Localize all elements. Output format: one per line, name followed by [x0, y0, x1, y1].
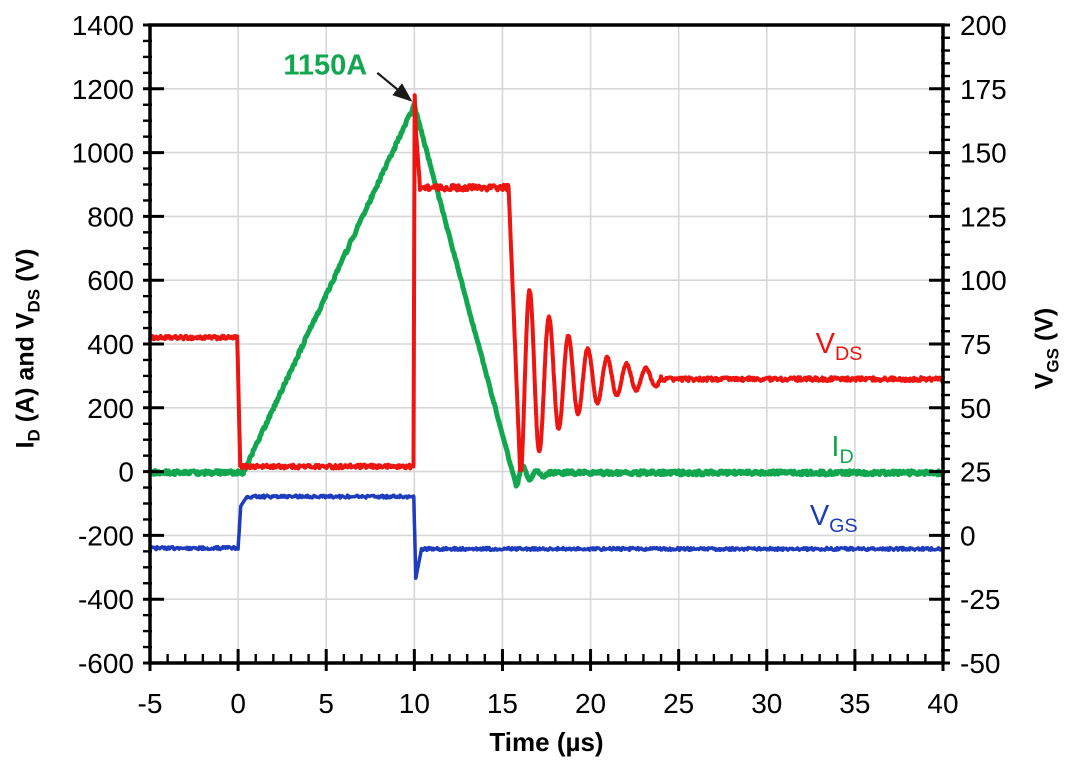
y-left-tick-label: -200 [78, 520, 134, 551]
right-axis-title: VGS (V) [1029, 0, 1070, 699]
y-right-tick-label: 125 [960, 201, 1007, 232]
y-left-tick-label: 200 [87, 393, 134, 424]
left-axis-title-run: (V) [11, 248, 40, 289]
y-right-tick-label: 0 [960, 520, 976, 551]
x-tick-label: -5 [138, 688, 163, 719]
y-right-tick-label: 150 [960, 138, 1007, 169]
x-tick-label: 0 [230, 688, 246, 719]
x-tick-label: 40 [927, 688, 958, 719]
y-right-tick-label: 50 [960, 393, 991, 424]
y-right-tick-label: 200 [960, 10, 1007, 41]
x-tick-label: 15 [487, 688, 518, 719]
annotation-arrow [376, 72, 413, 102]
y-right-tick-label: 75 [960, 329, 991, 360]
right-axis-title-run: (V) [1030, 307, 1059, 349]
x-axis-title: Time (µs) [489, 727, 604, 757]
curve-label-vgs-main: V [809, 500, 830, 533]
curve-label-id: ID [831, 431, 853, 469]
y-right-tick-label: 100 [960, 265, 1007, 296]
trace-v-gs [148, 493, 945, 581]
right-axis-title-sub: GS [1043, 348, 1063, 373]
left-axis-title-sub: D [24, 429, 44, 442]
x-tick-label: 35 [839, 688, 870, 719]
left-axis-title-run: I [11, 441, 40, 449]
peak-annotation: 1150A [283, 49, 368, 82]
y-left-tick-label: 600 [87, 265, 134, 296]
left-axis-title-run: (A) and V [11, 312, 40, 430]
y-right-tick-label: -25 [960, 584, 1000, 615]
curve-label-id-sub: D [839, 445, 854, 468]
trace-i-d [147, 101, 946, 489]
y-left-tick-label: 1400 [72, 10, 134, 41]
y-left-tick-label: -400 [78, 584, 134, 615]
curve-label-vgs-sub: GS [829, 515, 858, 538]
curve-label-vds: VDS [816, 328, 863, 366]
curve-label-vds-main: V [815, 327, 835, 360]
y-left-tick-label: 400 [87, 329, 134, 360]
y-right-tick-label: -50 [960, 648, 1000, 679]
x-tick-label: 30 [751, 688, 782, 719]
y-right-tick-label: 25 [960, 457, 991, 488]
curve-label-id-main: I [831, 431, 840, 464]
x-tick-label: 25 [663, 688, 694, 719]
y-left-tick-label: 0 [118, 457, 134, 488]
left-axis-title: ID (A) and VDS (V) [10, 0, 51, 699]
curve-label-vgs: VGS [810, 501, 858, 539]
x-tick-label: 10 [399, 688, 430, 719]
y-left-tick-label: 1200 [72, 74, 134, 105]
y-right-tick-label: 175 [960, 74, 1007, 105]
trace-v-ds [148, 93, 945, 473]
right-axis-title-run: V [1030, 372, 1059, 390]
x-tick-label: 5 [318, 688, 334, 719]
x-tick-label: 20 [575, 688, 606, 719]
left-axis-title-sub: DS [24, 288, 44, 313]
curve-label-vds-sub: DS [835, 342, 863, 365]
y-left-tick-label: -600 [78, 648, 134, 679]
y-left-tick-label: 1000 [72, 138, 134, 169]
y-left-tick-label: 800 [87, 201, 134, 232]
